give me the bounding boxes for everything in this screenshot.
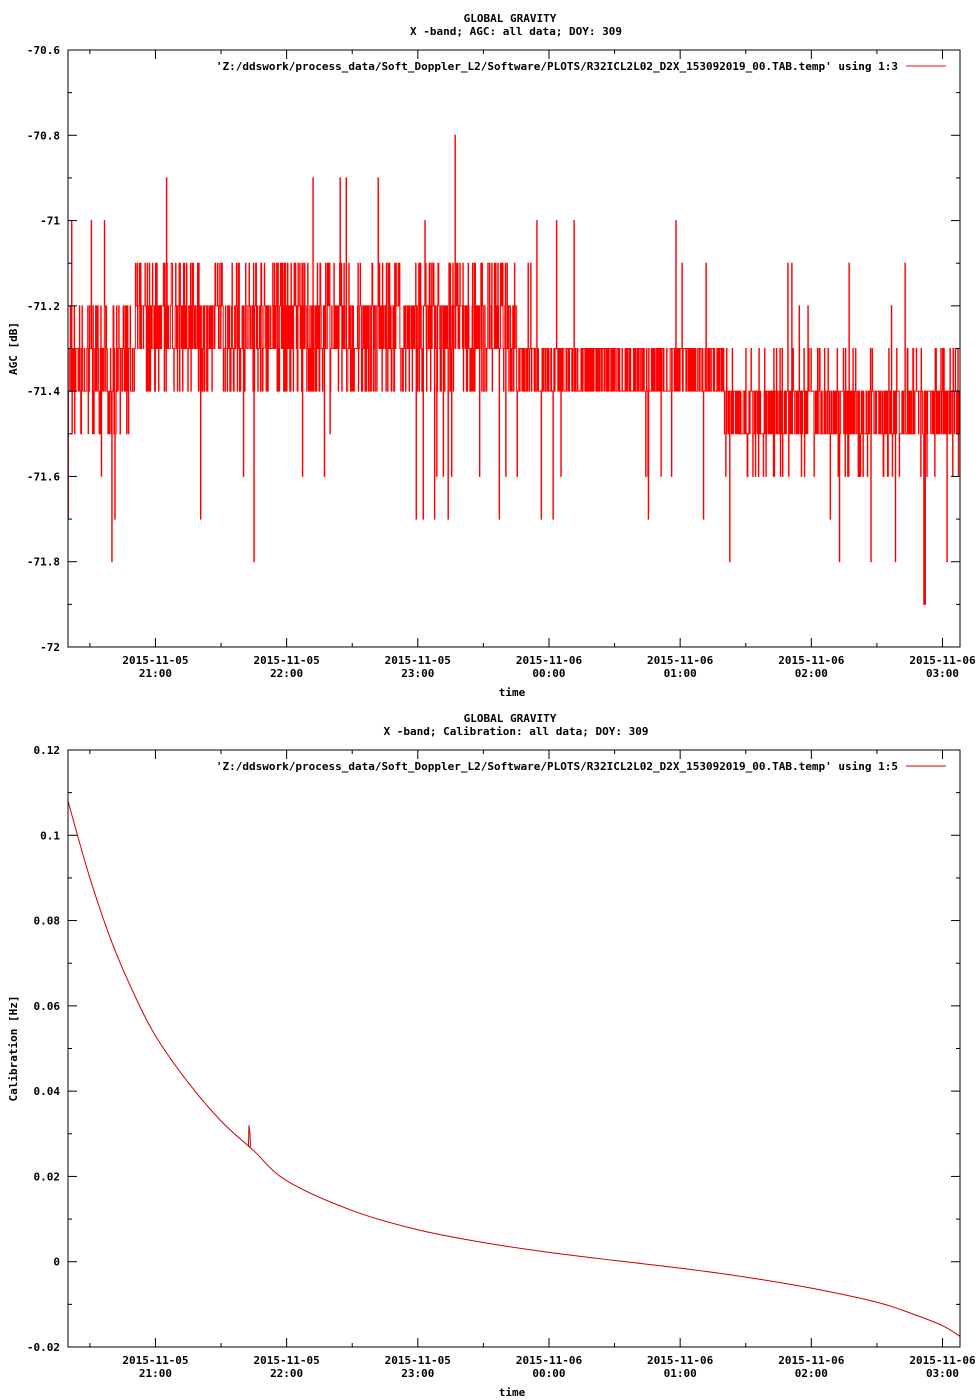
x-tick-label-time: 21:00 [139,1367,172,1380]
calibration-series-line [67,801,961,1337]
y-tick-label: 0.1 [40,829,60,842]
chart-title: GLOBAL GRAVITY [464,712,557,725]
y-tick-label: -70.8 [27,129,60,142]
x-axis-label: time [499,686,526,699]
y-tick-label: 0.12 [34,744,61,757]
y-tick-label: -71.4 [27,385,60,398]
x-tick-label-date: 2015-11-06 [909,1354,976,1367]
y-tick-label: -71.6 [27,470,60,483]
chart-title: GLOBAL GRAVITY [464,12,557,25]
x-tick-label-time: 03:00 [926,667,959,680]
x-tick-label-time: 23:00 [401,1367,434,1380]
x-tick-label-time: 00:00 [532,1367,565,1380]
agc-series-line [67,134,961,605]
x-tick-label-date: 2015-11-06 [778,654,845,667]
x-tick-label-date: 2015-11-06 [909,654,976,667]
x-tick-label-date: 2015-11-05 [122,1354,188,1367]
calibration-spike [247,1125,251,1147]
x-tick-label-time: 21:00 [139,667,172,680]
y-tick-label: -0.02 [27,1341,60,1354]
y-tick-label: 0.02 [34,1170,61,1183]
x-tick-label-date: 2015-11-06 [516,654,583,667]
y-tick-label: -71 [40,215,60,228]
x-tick-label-time: 03:00 [926,1367,959,1380]
legend-label: 'Z:/ddswork/process_data/Soft_Doppler_L2… [216,60,898,73]
x-tick-label-time: 23:00 [401,667,434,680]
legend-label: 'Z:/ddswork/process_data/Soft_Doppler_L2… [216,760,898,773]
x-tick-label-date: 2015-11-06 [647,654,714,667]
y-tick-label: 0.06 [34,1000,61,1013]
x-tick-label-time: 02:00 [795,667,828,680]
x-tick-label-date: 2015-11-06 [778,1354,845,1367]
x-tick-label-date: 2015-11-05 [385,1354,451,1367]
x-tick-label-date: 2015-11-06 [647,1354,714,1367]
x-tick-label-time: 01:00 [664,667,697,680]
y-tick-label: 0.04 [34,1085,61,1098]
y-axis-label: Calibration [Hz] [7,996,20,1102]
chart-subtitle: X -band; AGC: all data; DOY: 309 [410,25,622,38]
y-tick-label: 0.08 [34,915,61,928]
plot-frame [67,749,961,1348]
y-axis-label: AGC [dB] [7,322,20,375]
x-tick-label-date: 2015-11-05 [254,1354,320,1367]
x-tick-label-time: 02:00 [795,1367,828,1380]
x-tick-label-time: 00:00 [532,667,565,680]
x-tick-label-date: 2015-11-06 [516,1354,583,1367]
y-tick-label: -72 [40,641,60,654]
x-tick-label-time: 22:00 [270,667,303,680]
x-axis-label: time [499,1386,526,1399]
x-tick-label-time: 01:00 [664,1367,697,1380]
y-tick-label: -71.8 [27,556,60,569]
x-tick-label-date: 2015-11-05 [385,654,451,667]
x-tick-label-time: 22:00 [270,1367,303,1380]
y-tick-label: -70.6 [27,44,60,57]
y-tick-label: 0 [53,1256,60,1269]
y-tick-label: -71.2 [27,300,60,313]
x-tick-label-date: 2015-11-05 [122,654,188,667]
chart-subtitle: X -band; Calibration: all data; DOY: 309 [384,725,649,738]
x-tick-label-date: 2015-11-05 [254,654,320,667]
